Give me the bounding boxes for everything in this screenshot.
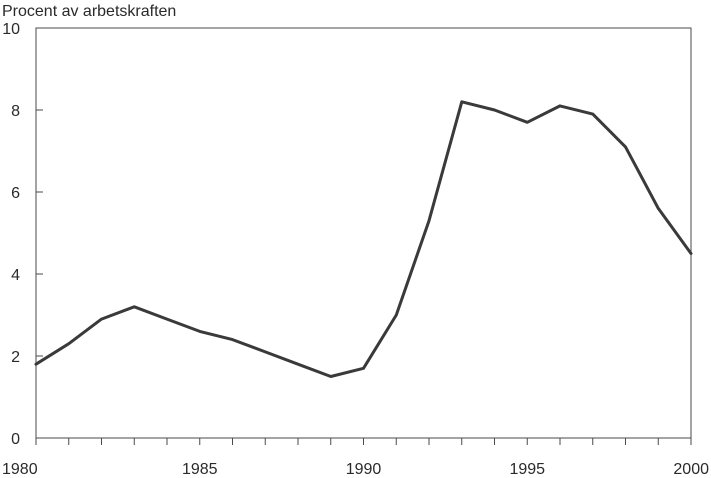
plot-frame: [35, 27, 692, 439]
y-tick-label: 2: [11, 349, 20, 366]
y-tick-label: 4: [11, 267, 20, 284]
y-tick-label: 10: [2, 21, 20, 38]
y-tick-label: 0: [11, 431, 20, 448]
x-axis: 1980 1985 1990 1995 2000: [2, 438, 709, 478]
x-tick-label: 1995: [509, 461, 545, 478]
y-tick-label: 6: [11, 185, 20, 202]
x-tick-label: 1980: [2, 461, 38, 478]
x-tick-label: 1985: [182, 461, 218, 478]
x-tick-label: 1990: [346, 461, 382, 478]
y-axis: 0 2 4 6 8 10: [2, 21, 43, 448]
y-tick-label: 8: [11, 103, 20, 120]
x-tick-label: 2000: [673, 461, 709, 478]
series-line: [34, 100, 693, 378]
y-axis-title: Procent av arbetskraften: [2, 3, 176, 20]
